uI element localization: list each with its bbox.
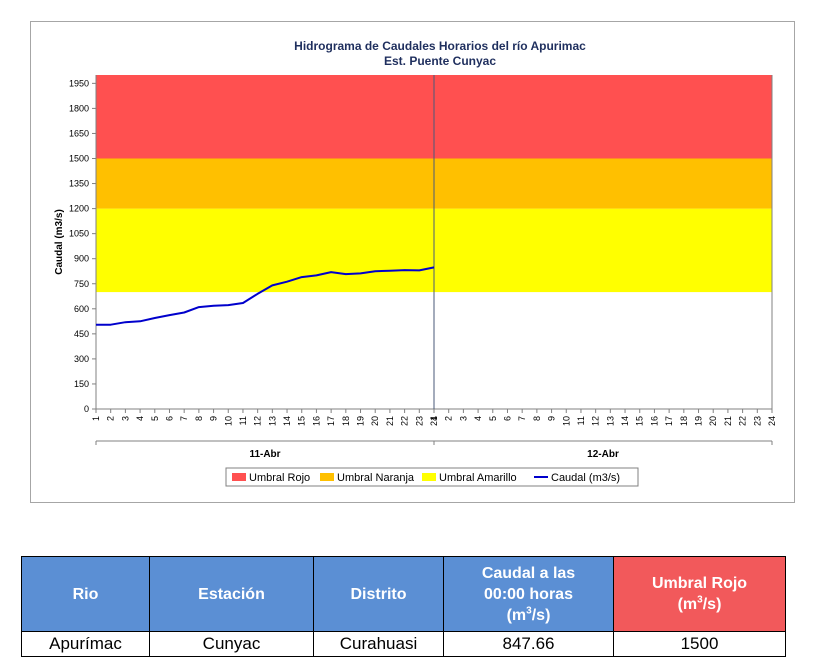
x-tick-label: 7 xyxy=(517,416,527,421)
x-tick-label: 21 xyxy=(385,416,395,426)
cell-umbral: 1500 xyxy=(613,631,786,657)
legend-swatch xyxy=(232,473,246,481)
legend-label: Umbral Naranja xyxy=(337,472,415,484)
header-caudal-unit: (m3/s) xyxy=(506,605,551,624)
y-axis-label: Caudal (m3/s) xyxy=(54,209,65,275)
cell-distrito: Curahuasi xyxy=(313,631,444,657)
x-tick-label: 18 xyxy=(679,416,689,426)
x-tick-label: 10 xyxy=(223,416,233,426)
x-tick-label: 12 xyxy=(253,416,263,426)
header-distrito: Distrito xyxy=(313,556,444,632)
y-tick-label: 300 xyxy=(74,354,89,364)
x-tick-label: 11 xyxy=(238,416,248,425)
y-tick-label: 1500 xyxy=(69,154,89,164)
y-tick-label: 1350 xyxy=(69,179,89,189)
x-tick-label: 9 xyxy=(209,416,219,421)
x-tick-label: 3 xyxy=(120,416,130,421)
x-tick-label: 7 xyxy=(179,416,189,421)
legend-swatch xyxy=(320,473,334,481)
x-tick-label: 11 xyxy=(576,416,586,425)
x-tick-label: 18 xyxy=(341,416,351,426)
x-tick-label: 3 xyxy=(458,416,468,421)
chart-title: Hidrograma de Caudales Horarios del río … xyxy=(294,39,586,53)
cell-caudal: 847.66 xyxy=(443,631,614,657)
legend-label: Umbral Amarillo xyxy=(439,472,517,484)
x-tick-label: 6 xyxy=(164,416,174,421)
y-tick-label: 1050 xyxy=(69,229,89,239)
x-tick-label: 5 xyxy=(150,416,160,421)
x-tick-label: 9 xyxy=(547,416,557,421)
x-tick-label: 4 xyxy=(135,416,145,421)
day-label: 12-Abr xyxy=(587,449,619,460)
x-tick-label: 12 xyxy=(591,416,601,426)
x-tick-label: 21 xyxy=(723,416,733,426)
hydrograph-chart: Hidrograma de Caudales Horarios del río … xyxy=(54,39,777,487)
x-tick-label: 5 xyxy=(488,416,498,421)
x-tick-label: 23 xyxy=(414,416,424,426)
y-tick-label: 1200 xyxy=(69,204,89,214)
x-tick-label: 20 xyxy=(708,416,718,426)
x-tick-label: 14 xyxy=(282,416,292,426)
x-tick-label: 2 xyxy=(106,416,116,421)
header-caudal-line1: Caudal a las xyxy=(481,564,576,582)
x-tick-label: 15 xyxy=(635,416,645,426)
y-tick-label: 150 xyxy=(74,379,89,389)
legend-label: Umbral Rojo xyxy=(249,472,310,484)
legend-label: Caudal (m3/s) xyxy=(551,472,620,484)
header-caudal-line2: 00:00 horas xyxy=(484,585,573,603)
chart-subtitle: Est. Puente Cunyac xyxy=(384,54,496,68)
y-tick-label: 1950 xyxy=(69,78,89,88)
x-tick-label: 22 xyxy=(400,416,410,426)
y-tick-label: 600 xyxy=(74,304,89,314)
cell-rio: Apurímac xyxy=(21,631,150,657)
legend-swatch xyxy=(422,473,436,481)
y-tick-label: 0 xyxy=(84,404,89,414)
x-tick-label: 10 xyxy=(561,416,571,426)
x-tick-label: 13 xyxy=(605,416,615,426)
x-tick-label: 22 xyxy=(738,416,748,426)
y-tick-label: 1800 xyxy=(69,103,89,113)
table-header-row: Rio Estación Distrito Caudal a las 00:00… xyxy=(21,556,786,632)
header-umbral-line1: Umbral Rojo xyxy=(651,575,748,592)
x-tick-label: 6 xyxy=(502,416,512,421)
x-tick-label: 4 xyxy=(473,416,483,421)
y-tick-label: 900 xyxy=(74,254,89,264)
x-tick-label: 23 xyxy=(752,416,762,426)
x-tick-label: 8 xyxy=(532,416,542,421)
x-tick-label: 19 xyxy=(694,416,704,426)
table-row: Apurímac Cunyac Curahuasi 847.66 1500 xyxy=(21,631,786,657)
x-tick-label: 17 xyxy=(326,416,336,426)
x-tick-label: 13 xyxy=(267,416,277,426)
x-tick-label: 16 xyxy=(311,416,321,426)
header-rio: Rio xyxy=(21,556,150,632)
header-umbral-unit: (m3/s) xyxy=(677,594,722,613)
y-tick-label: 750 xyxy=(74,279,89,289)
x-tick-label: 24 xyxy=(767,416,777,426)
x-tick-label: 8 xyxy=(194,416,204,421)
x-tick-label: 2 xyxy=(444,416,454,421)
x-tick-label: 1 xyxy=(429,416,439,421)
cell-estacion: Cunyac xyxy=(149,631,314,657)
header-caudal: Caudal a las 00:00 horas (m3/s) xyxy=(443,556,614,632)
y-tick-label: 450 xyxy=(74,329,89,339)
day-label: 11-Abr xyxy=(249,449,280,460)
x-tick-label: 15 xyxy=(297,416,307,426)
x-tick-label: 17 xyxy=(664,416,674,426)
summary-table: Rio Estación Distrito Caudal a las 00:00… xyxy=(21,556,786,657)
x-tick-label: 19 xyxy=(356,416,366,426)
y-tick-label: 1650 xyxy=(69,128,89,138)
x-tick-label: 24 xyxy=(429,416,439,426)
x-tick-label: 1 xyxy=(91,416,101,421)
x-tick-label: 16 xyxy=(649,416,659,426)
header-umbral-rojo: Umbral Rojo (m3/s) xyxy=(613,556,786,632)
caudal-line xyxy=(96,266,435,326)
x-tick-label: 20 xyxy=(370,416,380,426)
header-estacion: Estación xyxy=(149,556,314,632)
x-tick-label: 14 xyxy=(620,416,630,426)
chart-frame: Hidrograma de Caudales Horarios del río … xyxy=(30,21,795,503)
